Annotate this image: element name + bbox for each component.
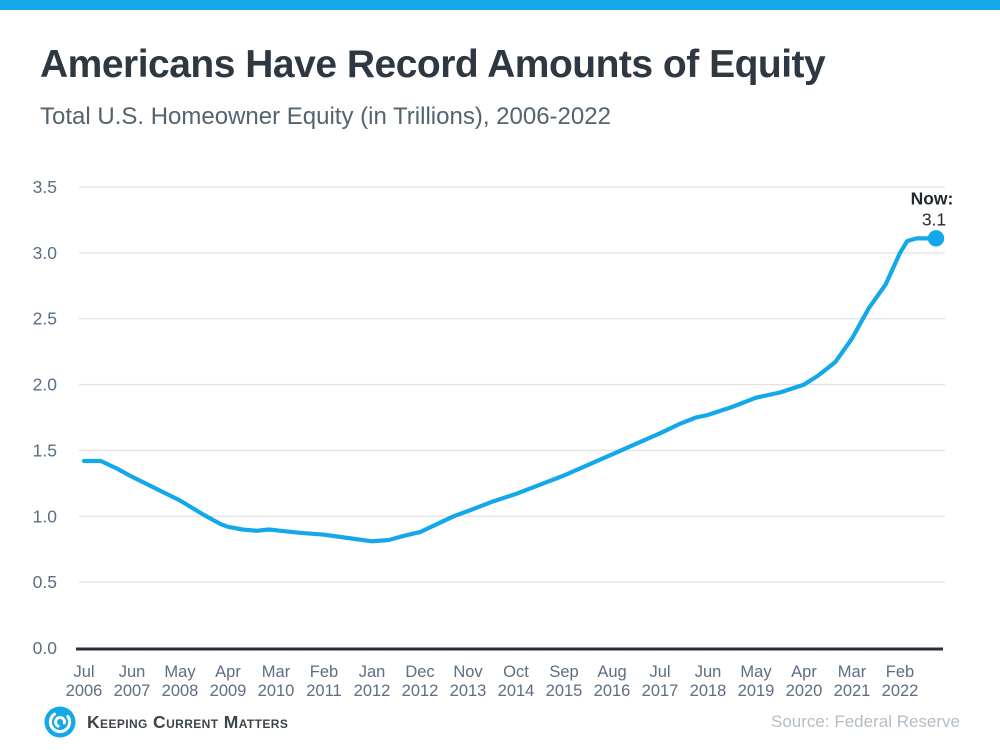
footer: Keeping Current Matters Source: Federal … bbox=[0, 700, 1000, 750]
equity-line bbox=[81, 236, 939, 544]
x-tick-year: 2007 bbox=[114, 682, 151, 700]
x-tick-month: Dec bbox=[405, 663, 434, 681]
x-tick-month: Feb bbox=[886, 663, 914, 681]
x-tick-year: 2016 bbox=[594, 682, 631, 700]
x-tick-year: 2008 bbox=[162, 682, 199, 700]
x-tick-year: 2013 bbox=[450, 682, 487, 700]
y-tick-label: 2.0 bbox=[33, 375, 58, 395]
x-tick-year: 2022 bbox=[882, 682, 919, 700]
source-attribution: Source: Federal Reserve bbox=[771, 712, 960, 731]
y-tick-label: 3.5 bbox=[33, 177, 57, 197]
x-tick-month: Mar bbox=[838, 663, 867, 681]
x-tick-month: Feb bbox=[310, 663, 338, 681]
x-tick-year: 2014 bbox=[498, 682, 535, 700]
x-tick-year: 2020 bbox=[786, 682, 823, 700]
x-tick-year: 2021 bbox=[834, 682, 871, 700]
x-tick-month: Oct bbox=[503, 663, 529, 681]
x-tick-year: 2017 bbox=[642, 682, 679, 700]
x-tick-year: 2012 bbox=[354, 682, 391, 700]
x-tick-year: 2018 bbox=[690, 682, 727, 700]
x-tick-year: 2011 bbox=[306, 682, 341, 700]
x-tick-month: May bbox=[740, 663, 772, 681]
x-tick-month: Jan bbox=[359, 663, 386, 681]
x-tick-year: 2012 bbox=[402, 682, 439, 700]
x-tick-year: 2009 bbox=[210, 682, 247, 700]
x-tick-month: Nov bbox=[453, 663, 483, 681]
x-tick-month: Jun bbox=[119, 663, 146, 681]
page-subtitle: Total U.S. Homeowner Equity (in Trillion… bbox=[40, 102, 611, 130]
x-tick-year: 2010 bbox=[258, 682, 295, 700]
x-tick-month: Jun bbox=[695, 663, 722, 681]
now-annotation-value: 3.1 bbox=[922, 209, 946, 229]
brand-name: Keeping Current Matters bbox=[87, 711, 289, 732]
y-tick-label: 2.5 bbox=[33, 309, 57, 329]
x-tick-year: 2019 bbox=[738, 682, 775, 700]
top-accent-bar bbox=[0, 0, 1000, 10]
x-tick-year: 2015 bbox=[546, 682, 583, 700]
y-tick-label: 1.5 bbox=[33, 440, 57, 460]
page-title: Americans Have Record Amounts of Equity bbox=[40, 43, 826, 86]
x-tick-month: Aug bbox=[597, 663, 626, 681]
brand-lockup: Keeping Current Matters bbox=[44, 706, 288, 738]
kcm-swirl-icon bbox=[44, 706, 76, 738]
current-value-marker bbox=[927, 230, 945, 247]
x-tick-year: 2006 bbox=[66, 682, 103, 700]
x-tick-month: May bbox=[164, 663, 196, 681]
y-tick-label: 0.5 bbox=[33, 572, 57, 592]
chart-header: Americans Have Record Amounts of Equity … bbox=[40, 43, 960, 131]
x-tick-month: Jul bbox=[73, 663, 94, 681]
now-annotation-label: Now: bbox=[911, 188, 954, 208]
y-tick-label: 1.0 bbox=[33, 506, 58, 526]
y-tick-label: 3.0 bbox=[33, 243, 58, 263]
x-tick-month: Jul bbox=[649, 663, 670, 681]
x-tick-month: Mar bbox=[262, 663, 291, 681]
x-tick-month: Apr bbox=[215, 663, 241, 681]
x-tick-month: Sep bbox=[549, 663, 578, 681]
y-tick-label: 0.0 bbox=[33, 638, 58, 658]
x-tick-month: Apr bbox=[791, 663, 817, 681]
